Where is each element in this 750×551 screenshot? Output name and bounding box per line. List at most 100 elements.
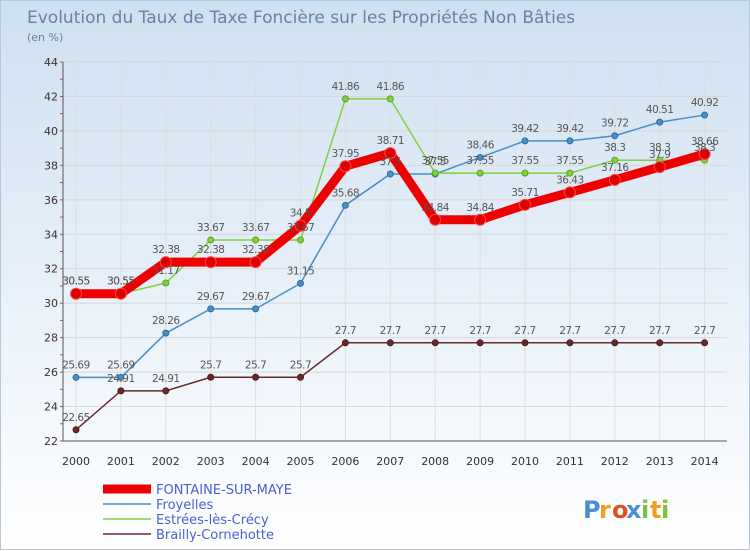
data-label: 25.69 bbox=[62, 359, 90, 371]
data-label: 27.7 bbox=[559, 325, 580, 337]
y-tick-label: 38 bbox=[44, 159, 58, 172]
data-label: 27.7 bbox=[604, 325, 625, 337]
data-label: 22.65 bbox=[62, 412, 90, 424]
data-label: 37.9 bbox=[649, 149, 670, 161]
x-tick-label: 2007 bbox=[376, 455, 404, 468]
y-tick-label: 44 bbox=[44, 56, 58, 69]
data-label: 37.5 bbox=[425, 156, 446, 168]
data-label: 38.66 bbox=[691, 136, 719, 148]
data-point bbox=[386, 170, 394, 178]
data-point bbox=[159, 256, 172, 269]
y-tick-label: 30 bbox=[44, 297, 58, 310]
data-label: 30.55 bbox=[62, 276, 90, 288]
x-tick-label: 2000 bbox=[62, 455, 90, 468]
data-point bbox=[297, 279, 304, 287]
y-tick-label: 22 bbox=[44, 435, 58, 448]
data-label: 37.55 bbox=[421, 155, 449, 167]
data-label: 32.38 bbox=[152, 244, 180, 256]
proxiti-logo: Pr ox i t i bbox=[583, 496, 669, 524]
y-tick-label: 26 bbox=[44, 366, 58, 379]
data-label: 28.26 bbox=[152, 315, 180, 327]
unit-label: (en %) bbox=[27, 31, 63, 44]
x-tick-label: 2014 bbox=[691, 455, 719, 468]
data-label: 32.38 bbox=[242, 244, 270, 256]
data-label: 37.95 bbox=[332, 148, 360, 160]
logo-letter: x bbox=[626, 496, 642, 524]
data-label: 25.7 bbox=[290, 359, 311, 371]
data-point bbox=[521, 169, 529, 177]
data-point bbox=[384, 147, 397, 160]
data-point bbox=[611, 339, 619, 347]
data-point bbox=[249, 256, 262, 269]
legend-label: Brailly-Cornehotte bbox=[156, 528, 274, 543]
data-label: 24.91 bbox=[152, 373, 180, 385]
data-label: 25.7 bbox=[245, 359, 266, 371]
data-point bbox=[294, 219, 307, 232]
data-label: 31.15 bbox=[287, 265, 315, 277]
data-point bbox=[204, 256, 217, 269]
data-label: 36.43 bbox=[556, 174, 584, 186]
data-point bbox=[476, 339, 484, 347]
data-label: 37.5 bbox=[380, 156, 401, 168]
logo-letter: P bbox=[583, 496, 601, 524]
data-label: 35.71 bbox=[511, 187, 539, 199]
data-point bbox=[341, 95, 349, 103]
y-tick-label: 24 bbox=[44, 401, 58, 414]
logo-letter: i bbox=[661, 496, 669, 524]
data-point bbox=[566, 137, 574, 145]
x-tick-label: 2001 bbox=[107, 455, 135, 468]
x-tick-label: 2008 bbox=[421, 455, 449, 468]
x-tick-label: 2011 bbox=[556, 455, 584, 468]
data-label: 39.42 bbox=[556, 123, 584, 135]
data-label: 38.3 bbox=[649, 142, 670, 154]
y-tick-label: 34 bbox=[44, 228, 58, 241]
data-point bbox=[207, 236, 215, 244]
data-label: 34.84 bbox=[466, 202, 494, 214]
data-label: 33.67 bbox=[197, 222, 225, 234]
data-label: 27.7 bbox=[380, 325, 401, 337]
legend-label: Froyelles bbox=[156, 498, 213, 513]
data-label: 34.5 bbox=[290, 208, 311, 220]
logo-letter: r bbox=[599, 496, 611, 524]
data-point bbox=[429, 213, 442, 226]
data-point bbox=[701, 339, 709, 347]
data-label: 24.91 bbox=[107, 373, 135, 385]
x-tick-label: 2012 bbox=[601, 455, 629, 468]
logo-letter: i bbox=[641, 496, 649, 524]
data-point bbox=[608, 173, 621, 186]
data-label: 29.67 bbox=[242, 291, 270, 303]
data-label: 41.86 bbox=[332, 81, 360, 93]
data-label: 37.55 bbox=[511, 155, 539, 167]
data-point bbox=[252, 236, 260, 244]
data-label: 27.7 bbox=[425, 325, 446, 337]
data-label: 29.67 bbox=[197, 291, 225, 303]
legend-label: Estrées-lès-Crécy bbox=[156, 513, 269, 528]
x-tick-label: 2013 bbox=[646, 455, 674, 468]
series-layer bbox=[70, 95, 711, 434]
data-point bbox=[431, 169, 439, 177]
data-label: 31.17 bbox=[152, 265, 180, 277]
data-label: 30.55 bbox=[62, 276, 90, 288]
y-tick-label: 32 bbox=[44, 263, 58, 276]
data-point bbox=[431, 339, 439, 347]
data-point bbox=[72, 426, 80, 434]
data-point bbox=[521, 339, 529, 347]
data-point bbox=[386, 95, 394, 103]
x-tick-label: 2003 bbox=[197, 455, 225, 468]
logo-letter: o bbox=[612, 496, 629, 524]
logo-letter: t bbox=[650, 496, 661, 524]
data-point bbox=[566, 169, 574, 177]
legend-label: FONTAINE-SUR-MAYE bbox=[156, 483, 292, 498]
data-label: 27.7 bbox=[335, 325, 356, 337]
data-label: 34.84 bbox=[421, 202, 449, 214]
data-point bbox=[698, 147, 711, 160]
data-point bbox=[339, 160, 352, 173]
legend: FONTAINE-SUR-MAYEFroyellesEstrées-lès-Cr… bbox=[103, 483, 292, 543]
data-point bbox=[474, 213, 487, 226]
x-tick-label: 2010 bbox=[511, 455, 539, 468]
data-point bbox=[611, 132, 619, 140]
x-tick-label: 2004 bbox=[242, 455, 270, 468]
data-label: 32.38 bbox=[197, 244, 225, 256]
data-point bbox=[297, 236, 304, 244]
